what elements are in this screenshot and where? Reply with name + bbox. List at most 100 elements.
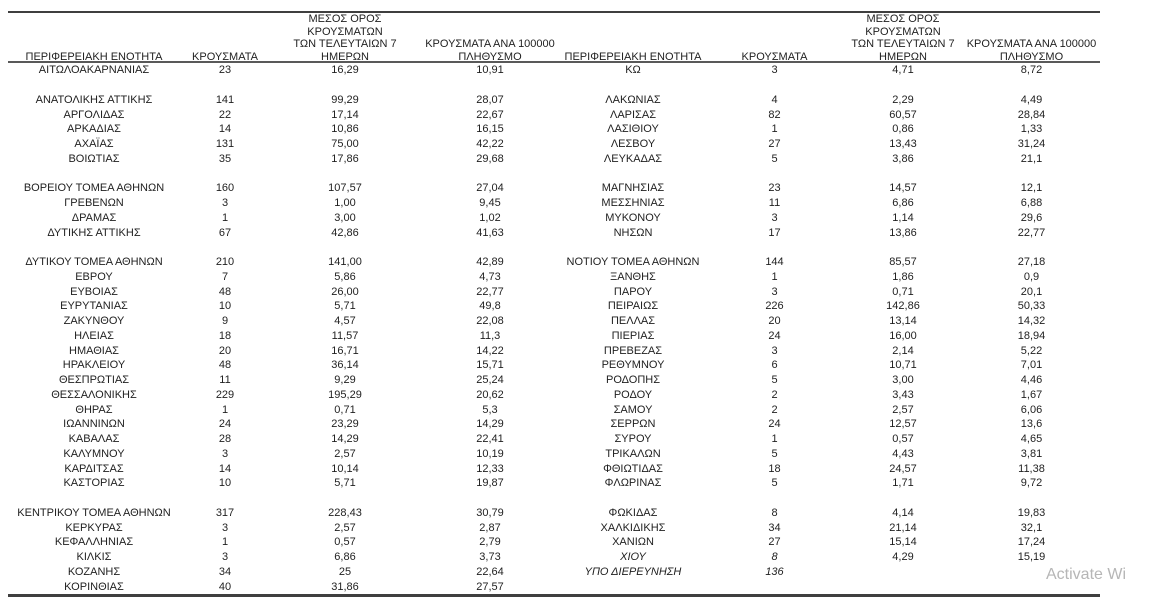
region-cell-left: ΑΧΑΪΑΣ — [74, 138, 114, 151]
table-row: ΑΡΓΟΛΙΔΑΣ 22 17,14 22,67 ΛΑΡΙΣΑΣ 82 60,57 28,84 — [8, 107, 1100, 122]
avg7-cell-left: 75,00 — [331, 138, 359, 151]
table-row: ΗΡΑΚΛΕΙΟΥ 48 36,14 15,71 ΡΕΘΥΜΝΟΥ 6 10,71 7,01 — [8, 358, 1100, 373]
cases-cell-right: 1 — [771, 433, 778, 446]
spacer-row — [8, 240, 1100, 255]
region-cell-right: ΡΕΘΥΜΝΟΥ — [601, 359, 665, 372]
region-cell-left: ΚΟΡΙΝΘΙΑΣ — [64, 580, 124, 593]
region-cell-right: ΛΕΣΒΟΥ — [610, 138, 656, 151]
avg7-cell-right: 2,29 — [892, 93, 914, 106]
avg7-cell-left: 10,14 — [331, 462, 359, 475]
region-cell-right: ΣΕΡΡΩΝ — [610, 418, 656, 431]
cases-cell-left: 48 — [218, 285, 232, 298]
avg7-cell-left: 17,86 — [331, 152, 359, 165]
avg7-cell-left: 11,57 — [331, 329, 359, 342]
per100k-cell-right: 4,65 — [1020, 433, 1043, 446]
avg7-cell-left: 5,71 — [334, 300, 356, 313]
region-cell-left: ΚΙΛΚΙΣ — [76, 551, 112, 564]
region-cell-left: ΚΕΡΚΥΡΑΣ — [65, 521, 123, 534]
per100k-cell-right: 31,24 — [1017, 138, 1046, 151]
cases-cell-left: 11 — [219, 374, 231, 387]
table-row: ΖΑΚΥΝΘΟΥ 9 4,57 22,08 ΠΕΛΛΑΣ 20 13,14 14,32 — [8, 314, 1100, 329]
avg7-cell-left: 36,14 — [331, 359, 359, 372]
region-cell-left: ΓΡΕΒΕΝΩΝ — [64, 197, 124, 210]
cases-cell-left: 10 — [218, 477, 232, 490]
cases-cell-left: 1 — [221, 536, 229, 549]
per100k-cell-right: 13,6 — [1020, 418, 1043, 431]
table-row: ΚΑΣΤΟΡΙΑΣ 10 5,71 19,87 ΦΛΩΡΙΝΑΣ 5 1,71 9,72 — [8, 476, 1100, 491]
cases-cell-right: 5 — [771, 447, 778, 460]
table-row: ΓΡΕΒΕΝΩΝ 3 1,00 9,45 ΜΕΣΣΗΝΙΑΣ 11 6,86 6,88 — [8, 196, 1100, 211]
region-cell-right: ΠΑΡΟΥ — [613, 285, 653, 298]
table-row: ΔΥΤΙΚΟΥ ΤΟΜΕΑ ΑΘΗΝΩΝ 210 141,00 42,89 ΝΟΤΙΟΥ… — [8, 255, 1100, 270]
cases-cell-left: 210 — [215, 256, 235, 269]
per100k-cell-right: 6,88 — [1020, 197, 1043, 210]
region-cell-right: ΣΥΡΟΥ — [614, 433, 652, 446]
region-cell-right: ΜΕΣΣΗΝΙΑΣ — [601, 197, 665, 210]
per100k-cell-left: 5,3 — [482, 403, 498, 416]
cases-cell-left: 22 — [218, 108, 232, 121]
region-cell-left: ΑΡΓΟΛΙΔΑΣ — [63, 108, 125, 121]
region-cell-right: ΛΑΣΙΘΙΟΥ — [607, 123, 659, 136]
avg7-cell-right: 13,86 — [889, 226, 917, 239]
per100k-cell-right: 11,38 — [1018, 462, 1045, 475]
avg7-cell-left: 14,29 — [331, 433, 359, 446]
region-cell-right: ΜΥΚΟΝΟΥ — [605, 211, 661, 224]
cases-cell-right: 5 — [771, 477, 778, 490]
cases-cell-right: 6 — [771, 359, 778, 372]
per100k-cell-left: 25,24 — [476, 374, 504, 387]
region-cell-left: ΑΙΤΩΛΟΑΚΑΡΝΑΝΙΑΣ — [38, 64, 150, 77]
per100k-cell-left: 41,63 — [476, 226, 504, 239]
per100k-cell-right: 6,06 — [1020, 403, 1043, 416]
region-cell-right: ΥΠΟ ΔΙΕΡΕΥΝΗΣΗ — [584, 565, 682, 578]
cases-cell-right: 17 — [768, 226, 781, 239]
avg7-cell-right: 0,57 — [892, 433, 914, 446]
activate-windows-watermark: Activate Wi — [1046, 566, 1127, 583]
per100k-cell-left: 10,19 — [476, 447, 504, 460]
region-cell-right: ΜΑΓΝΗΣΙΑΣ — [601, 182, 665, 195]
avg7-cell-left: 26,00 — [331, 285, 359, 298]
avg7-cell-right: 4,14 — [892, 506, 914, 519]
region-cell-left: ΚΑΒΑΛΑΣ — [68, 433, 120, 446]
avg7-cell-right: 4,29 — [892, 551, 914, 564]
per100k-cell-left: 9,45 — [479, 197, 501, 210]
cases-cell-right: 23 — [768, 182, 781, 195]
table-row: ΚΕΡΚΥΡΑΣ 3 2,57 2,87 ΧΑΛΚΙΔΙΚΗΣ 34 21,14 32,1 — [8, 520, 1100, 535]
region-cell-right: ΝΗΣΩΝ — [613, 226, 653, 239]
region-cell-left: ΚΑΣΤΟΡΙΑΣ — [63, 477, 125, 490]
avg7-cell-right: 60,57 — [889, 108, 917, 121]
cases-table: ΠΕΡΙΦΕΡΕΙΑΚΗ ΕΝΟΤΗΤΑ ΚΡΟΥΣΜΑΤΑ ΜΕΣΟΣ ΟΡΟ… — [8, 11, 1100, 597]
cases-cell-right: 2 — [771, 403, 778, 416]
header-avg7-left: ΜΕΣΟΣ ΟΡΟΣ ΚΡΟΥΣΜΑΤΩΝ ΤΩΝ ΤΕΛΕΥΤΑΙΩΝ 7 Η… — [293, 13, 397, 63]
cases-cell-left: 229 — [215, 388, 235, 401]
cases-cell-right: 136 — [765, 565, 784, 578]
per100k-cell-right: 12,1 — [1020, 182, 1043, 195]
cases-cell-right: 3 — [771, 285, 778, 298]
per100k-cell-left: 27,04 — [476, 182, 504, 195]
region-cell-right: ΠΡΕΒΕΖΑΣ — [603, 344, 663, 357]
table-row: ΚΕΝΤΡΙΚΟΥ ΤΟΜΕΑ ΑΘΗΝΩΝ 317 228,43 30,79 ΦΩΚΙ… — [8, 506, 1100, 521]
region-cell-left: ΗΛΕΙΑΣ — [74, 329, 114, 342]
per100k-cell-right: 4,49 — [1020, 93, 1043, 106]
avg7-cell-left: 228,43 — [328, 506, 362, 519]
region-cell-right: ΦΘΙΩΤΙΔΑΣ — [603, 462, 663, 475]
avg7-cell-right: 1,14 — [892, 211, 914, 224]
cases-cell-right — [706, 579, 843, 594]
avg7-cell-left: 195,29 — [328, 388, 362, 401]
region-cell-left: ΑΡΚΑΔΙΑΣ — [67, 123, 121, 136]
per100k-cell-left: 2,79 — [479, 536, 501, 549]
per100k-cell-left: 28,07 — [476, 93, 504, 106]
table-row: ΘΕΣΠΡΩΤΙΑΣ 11 9,29 25,24 ΡΟΔΟΠΗΣ 5 3,00 4,46 — [8, 373, 1100, 388]
avg7-cell-left: 3,00 — [334, 211, 356, 224]
header-per100k-left: ΚΡΟΥΣΜΑΤΑ ΑΝΑ 100000 ΠΛΗΘΥΣΜΟ — [425, 38, 555, 63]
avg7-cell-right: 85,57 — [889, 256, 917, 269]
table-row: ΕΥΡΥΤΑΝΙΑΣ 10 5,71 49,8 ΠΕΙΡΑΙΩΣ 226 142,86 50,… — [8, 299, 1100, 314]
cases-cell-right: 24 — [768, 329, 781, 342]
cases-cell-left: 1 — [221, 211, 229, 224]
cases-cell-left: 34 — [218, 565, 232, 578]
per100k-cell-right: 15,19 — [1017, 551, 1046, 564]
avg7-cell-left: 25 — [338, 565, 352, 578]
per100k-cell-right: 1,33 — [1020, 123, 1043, 136]
per100k-cell-right: 5,22 — [1020, 344, 1043, 357]
per100k-cell-right: 18,94 — [1017, 329, 1046, 342]
